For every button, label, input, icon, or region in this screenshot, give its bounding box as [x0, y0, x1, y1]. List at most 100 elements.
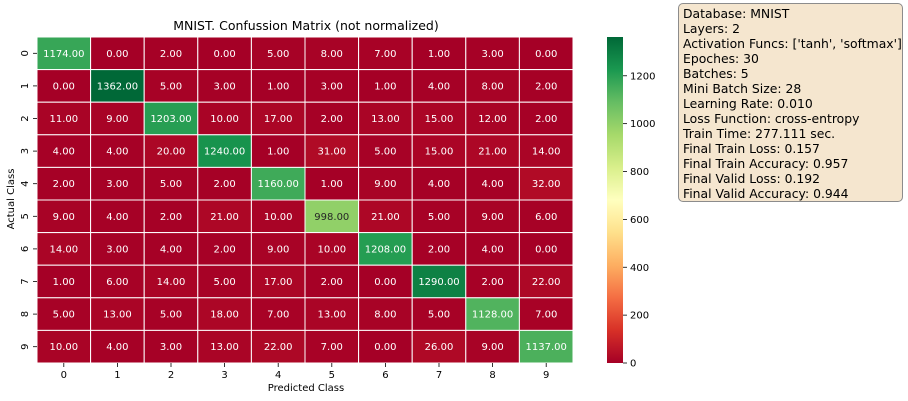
cell-value-label: 0.00 — [535, 244, 557, 255]
heatmap-cell — [518, 264, 574, 299]
x-tick-label: 0 — [61, 370, 67, 381]
cell-value-label: 2.00 — [160, 212, 182, 223]
cell-value-label: 5.00 — [53, 310, 75, 321]
info-line-valid-loss: Final Valid Loss: 0.192 — [683, 171, 821, 186]
heatmap-cell — [197, 264, 252, 299]
cell-value-label: 998.00 — [314, 212, 349, 223]
x-tick-label: 5 — [329, 370, 335, 381]
cell-value-label: 15.00 — [425, 147, 454, 158]
cell-value-label: 17.00 — [264, 277, 293, 288]
heatmap-cell — [36, 134, 92, 168]
heatmap-cell — [358, 329, 413, 364]
cell-value-label: 5.00 — [374, 147, 396, 158]
heatmap-cell — [411, 264, 467, 299]
info-line-mini-batch: Mini Batch Size: 28 — [683, 81, 802, 96]
cell-value-label: 5.00 — [428, 212, 450, 223]
heatmap-cells: 1174.00 0.00 2.00 0.00 5.00 8.00 7.00 1.00 3.00 0… — [36, 36, 574, 364]
cell-value-label: 1.00 — [53, 277, 75, 288]
cell-value-label: 8.00 — [374, 310, 396, 321]
cell-value-label: 1.00 — [267, 81, 289, 92]
info-line-valid-accuracy: Final Valid Accuracy: 0.944 — [683, 186, 849, 201]
cell-value-label: 3.00 — [106, 179, 128, 190]
heatmap-cell — [465, 232, 520, 266]
cell-value-label: 9.00 — [53, 212, 75, 223]
heatmap-cell — [411, 329, 467, 364]
heatmap-cell — [358, 69, 413, 103]
cell-value-label: 15.00 — [425, 114, 454, 125]
info-line-layers: Layers: 2 — [683, 21, 740, 36]
cell-value-label: 5.00 — [428, 310, 450, 321]
cell-value-label: 4.00 — [53, 147, 75, 158]
heatmap-cell — [465, 199, 520, 234]
cell-value-label: 0.00 — [213, 49, 235, 60]
cell-value-label: 2.00 — [535, 81, 557, 92]
cell-value-label: 5.00 — [160, 310, 182, 321]
cell-value-label: 0.00 — [535, 49, 557, 60]
colorbar-tick-label: 1200 — [630, 71, 655, 82]
info-line-epoches: Epoches: 30 — [683, 51, 759, 66]
heatmap-cell — [197, 297, 252, 331]
heatmap-cell — [250, 199, 306, 234]
heatmap-cell — [250, 264, 306, 299]
x-tick-label: 6 — [382, 370, 388, 381]
cell-value-label: 3.00 — [160, 342, 182, 353]
cell-value-label: 22.00 — [532, 277, 561, 288]
heatmap-cell — [465, 329, 520, 364]
cell-value-label: 6.00 — [535, 212, 557, 223]
cell-value-label: 2.00 — [321, 114, 343, 125]
heatmap-cell — [304, 36, 360, 71]
cell-value-label: 2.00 — [428, 244, 450, 255]
cell-value-label: 14.00 — [49, 244, 78, 255]
x-tick-label: 9 — [543, 370, 549, 381]
cell-value-label: 1240.00 — [204, 147, 245, 158]
cell-value-label: 7.00 — [267, 310, 289, 321]
cell-value-label: 10.00 — [49, 342, 78, 353]
cell-value-label: 2.00 — [160, 49, 182, 60]
cell-value-label: 1.00 — [428, 49, 450, 60]
y-tick-label: 8 — [20, 311, 31, 317]
colorbar-tick-label: 200 — [630, 311, 649, 322]
cell-value-label: 7.00 — [535, 310, 557, 321]
y-tick-label: 4 — [20, 181, 31, 187]
cell-value-label: 2.00 — [213, 244, 235, 255]
heatmap-cell — [411, 166, 467, 201]
heatmap-cell — [465, 69, 520, 103]
cell-value-label: 3.00 — [481, 49, 503, 60]
cell-value-label: 21.00 — [210, 212, 239, 223]
heatmap-cell — [36, 329, 92, 364]
colorbar-tick-label: 800 — [630, 167, 649, 178]
cell-value-label: 4.00 — [428, 179, 450, 190]
cell-value-label: 13.00 — [371, 114, 400, 125]
x-tick-label: 4 — [275, 370, 281, 381]
cell-value-label: 4.00 — [428, 81, 450, 92]
cell-value-label: 1.00 — [321, 179, 343, 190]
cell-value-label: 2.00 — [321, 277, 343, 288]
cell-value-label: 1174.00 — [43, 49, 84, 60]
cell-value-label: 1203.00 — [150, 114, 191, 125]
heatmap-cell — [90, 36, 145, 71]
cell-value-label: 1.00 — [267, 147, 289, 158]
heatmap-cell — [90, 166, 145, 201]
x-axis-label: Predicted Class — [268, 383, 344, 394]
heatmap-cell — [36, 232, 92, 266]
cell-value-label: 10.00 — [264, 212, 293, 223]
heatmap-cell — [358, 101, 413, 136]
x-tick-label: 3 — [221, 370, 227, 381]
heatmap-cell — [465, 166, 520, 201]
cell-value-label: 10.00 — [317, 244, 346, 255]
heatmap-cell — [90, 101, 145, 136]
cell-value-label: 0.00 — [374, 342, 396, 353]
y-tick-label: 9 — [20, 344, 31, 350]
cell-value-label: 20.00 — [157, 147, 186, 158]
cell-value-label: 5.00 — [267, 49, 289, 60]
heatmap-cell — [518, 101, 574, 136]
info-line-learning-rate: Learning Rate: 0.010 — [683, 96, 813, 111]
heatmap-cell — [411, 101, 467, 136]
cell-value-label: 18.00 — [210, 310, 239, 321]
cell-value-label: 10.00 — [210, 114, 239, 125]
y-axis-ticks: 0 1 2 3 4 5 6 7 8 9 — [20, 50, 37, 350]
heatmap-cell — [304, 199, 360, 234]
x-axis-ticks: 0 1 2 3 4 5 6 7 8 9 — [61, 363, 549, 381]
cell-value-label: 9.00 — [106, 114, 128, 125]
confusion-matrix-chart: MNIST. Confussion Matrix (not normalized… — [6, 18, 655, 394]
